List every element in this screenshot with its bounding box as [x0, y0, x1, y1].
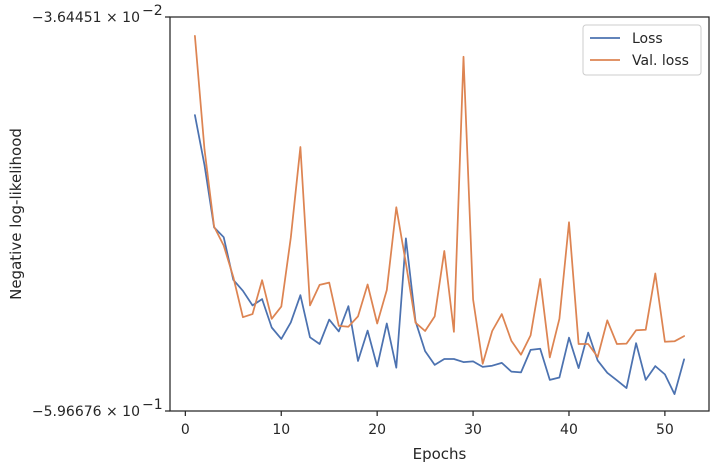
legend-label-val-loss: Val. loss	[632, 53, 689, 69]
x-axis-label: Epochs	[413, 445, 467, 463]
y-tick-label: −3.64451 × 10	[32, 10, 140, 26]
x-tick-label: 40	[560, 422, 578, 438]
x-tick-label: 50	[656, 422, 674, 438]
series-line-val-loss	[194, 35, 685, 365]
x-axis: 0 10 20 30 40 50	[181, 411, 674, 438]
legend-label-loss: Loss	[632, 31, 663, 47]
plot-area	[170, 17, 709, 411]
x-tick-label: 20	[368, 422, 386, 438]
y-axis-label: Negative log-likelihood	[7, 128, 25, 300]
y-axis: −3.64451 × 10 −2 −5.96676 × 10 −1	[32, 3, 170, 420]
series-line-loss	[194, 114, 685, 395]
plot-frame	[169, 16, 710, 412]
x-tick-label: 10	[272, 422, 290, 438]
y-tick-label-exponent: −2	[142, 3, 163, 19]
series-lines	[194, 35, 685, 395]
y-tick-label-exponent: −1	[142, 397, 163, 413]
y-tick-label: −5.96676 × 10	[32, 404, 140, 420]
x-tick-label: 0	[181, 422, 190, 438]
x-tick-label: 30	[464, 422, 482, 438]
legend: Loss Val. loss	[582, 24, 702, 76]
